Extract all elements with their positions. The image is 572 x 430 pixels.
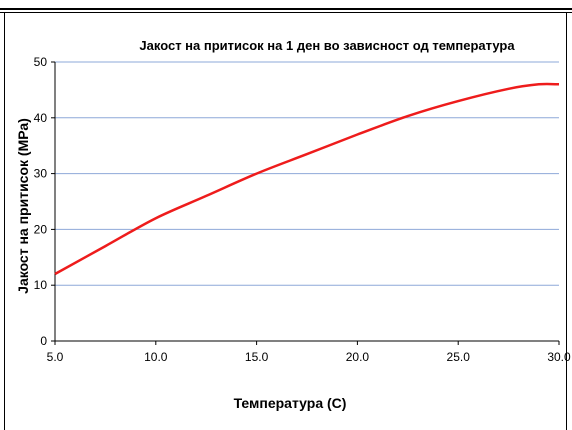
y-tick-labels: 0 10 20 30 40 50 [34, 55, 48, 348]
frame-top-border-inner [0, 12, 572, 13]
x-tick-label-5.0: 5.0 [47, 350, 64, 364]
x-tick-labels: 5.0 10.0 15.0 20.0 25.0 30.0 [47, 350, 571, 364]
x-tick-label-15.0: 15.0 [245, 350, 269, 364]
axes [51, 61, 560, 345]
x-tick-label-25.0: 25.0 [447, 350, 471, 364]
series-layer [54, 82, 560, 276]
x-tick-label-30.0: 30.0 [547, 350, 571, 364]
frame-top-border [0, 8, 572, 10]
y-tick-label-10: 10 [34, 278, 48, 292]
series-line-0 [54, 82, 560, 276]
y-tick-label-30: 30 [34, 167, 48, 181]
y-tick-label-50: 50 [34, 55, 48, 69]
grid-lines [55, 61, 559, 286]
x-tick-label-10.0: 10.0 [144, 350, 168, 364]
x-axis-label: Температура (C) [234, 395, 347, 411]
frame-right-border [566, 12, 567, 430]
frame-left-border [4, 12, 5, 430]
y-axis-label: Јакост на притисок (МРа) [15, 118, 31, 294]
chart-title: Јакост на притисок на 1 ден во зависност… [139, 38, 515, 53]
x-tick-label-20.0: 20.0 [346, 350, 370, 364]
y-tick-label-40: 40 [34, 111, 48, 125]
y-tick-label-20: 20 [34, 222, 48, 236]
y-tick-label-0: 0 [40, 334, 47, 348]
